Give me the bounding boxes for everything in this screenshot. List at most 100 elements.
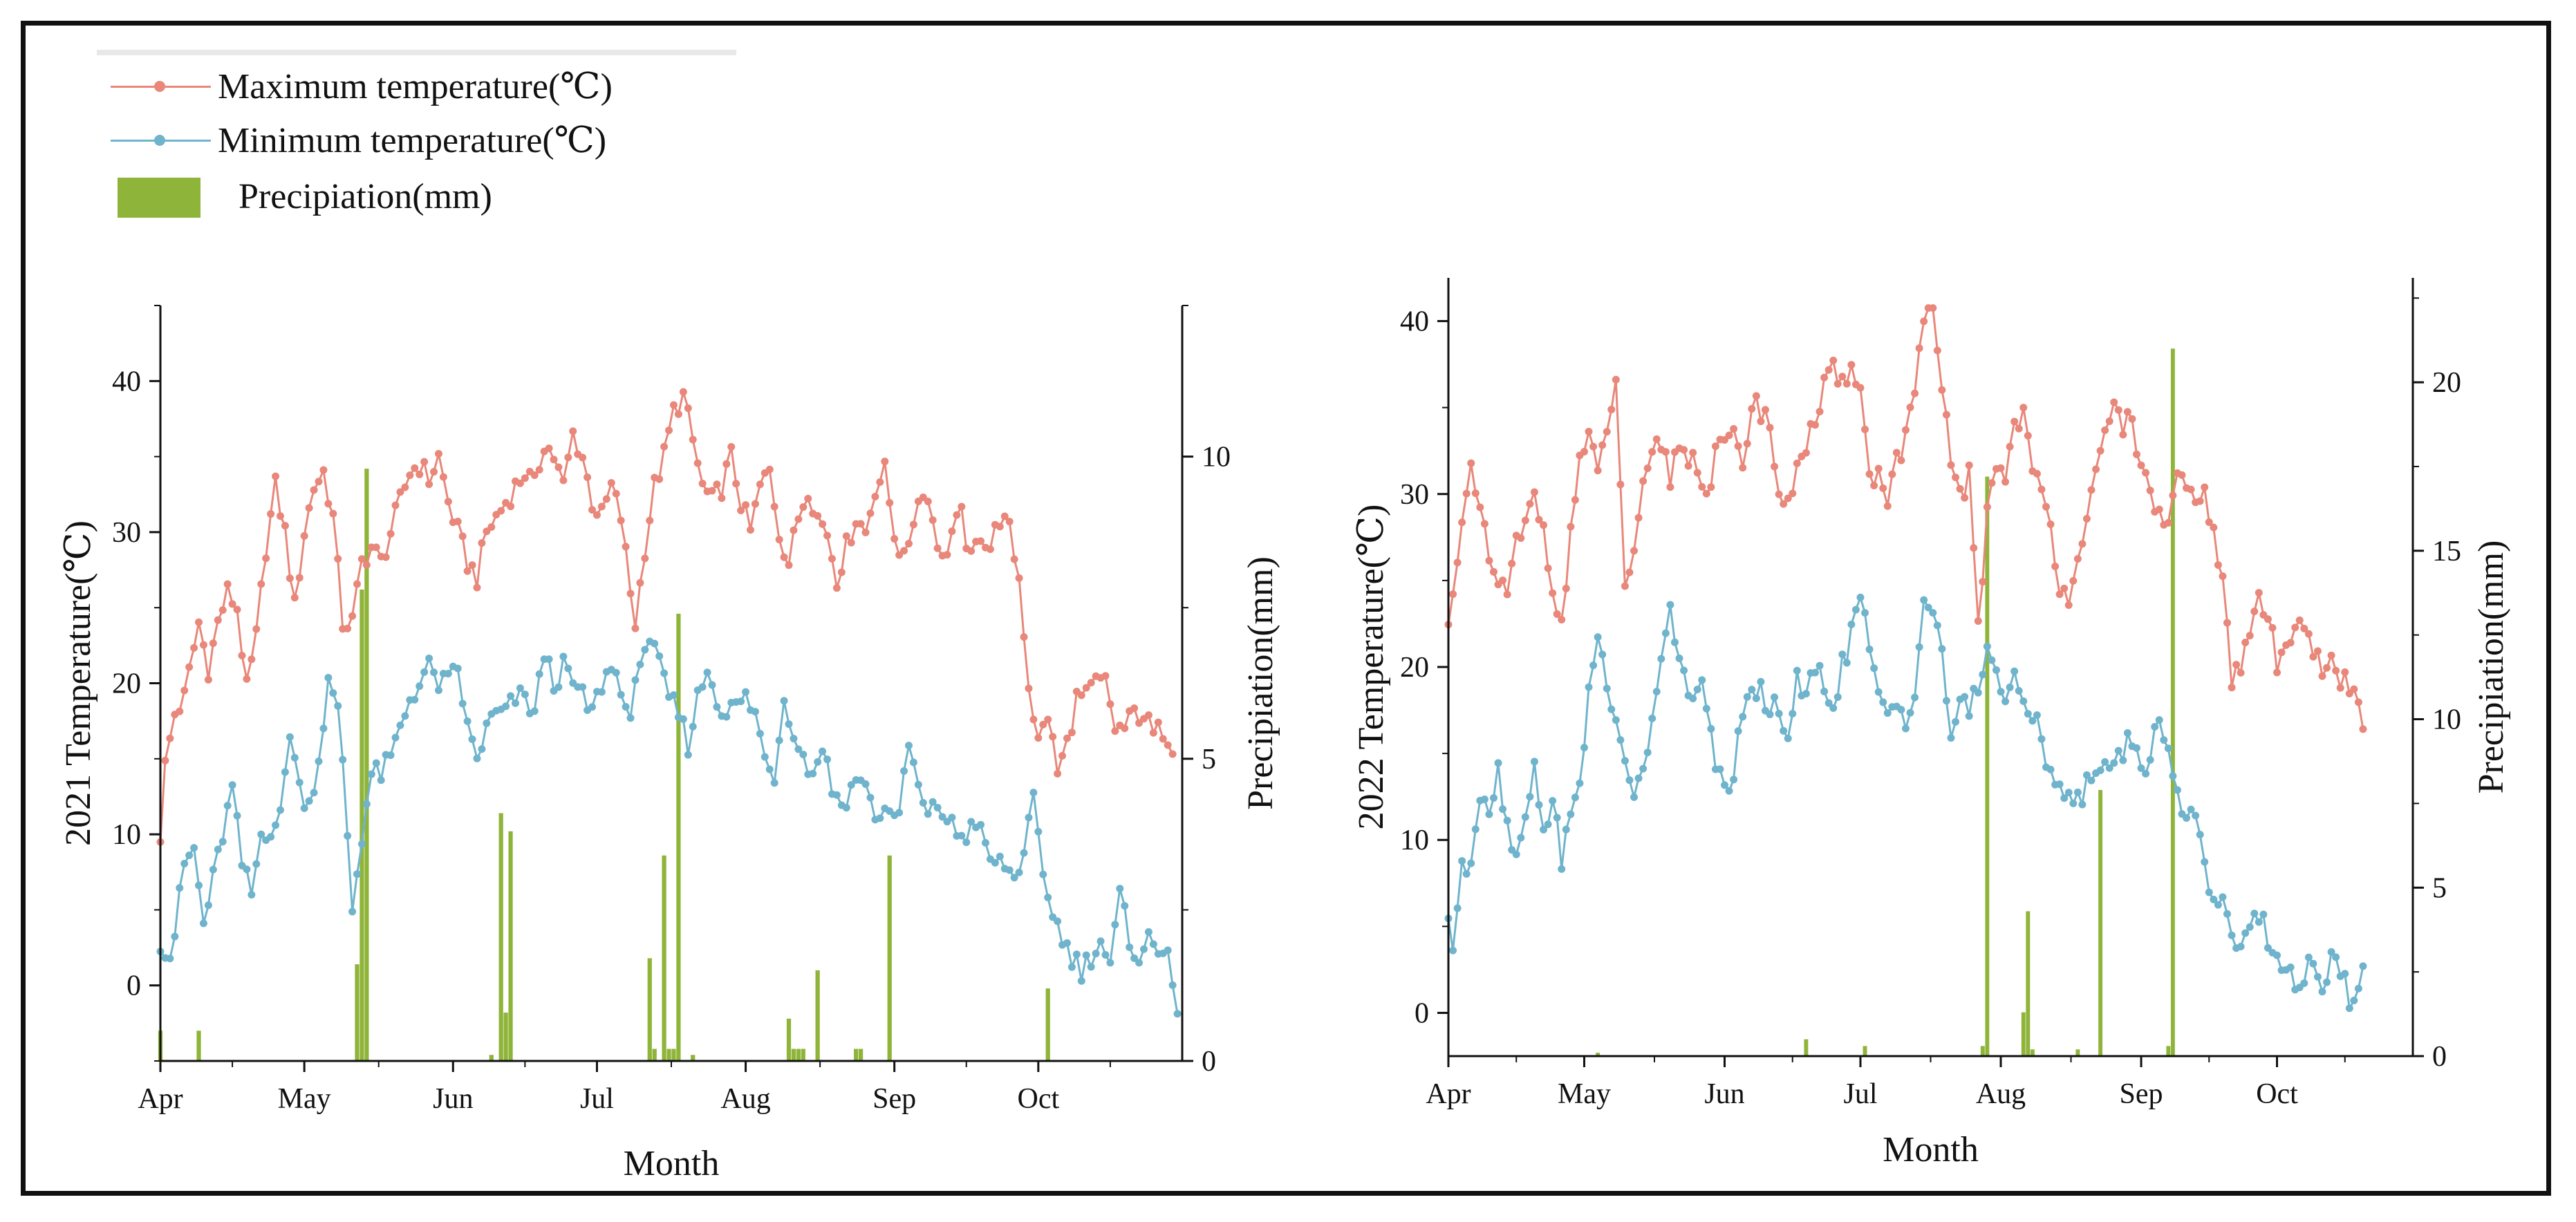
max-temp-point-8 [195,618,203,626]
max-temp-point-171 [977,537,985,545]
min-temp-point-27 [286,733,294,741]
min-temp-point-13 [218,838,227,846]
min-temp-point-128 [2024,710,2032,718]
min-temp-point-159 [2164,744,2172,753]
max-temp-point-45 [1648,448,1656,456]
max-temp-point-20 [1535,516,1543,524]
max-temp-point-175 [996,523,1004,531]
min-temp-point-195 [2327,948,2335,956]
max-temp-point-194 [2323,664,2331,672]
max-temp-point-182 [2268,623,2277,632]
min-temp-point-168 [2205,888,2213,896]
max-temp-point-183 [1034,734,1043,742]
precip-bar-4 [364,469,369,1061]
max-temp-point-184 [2277,648,2286,657]
min-temp-point-112 [1952,717,1960,726]
min-temp-point-95 [612,668,620,677]
max-temp-point-181 [1025,684,1033,693]
max-temp-point-178 [1010,555,1018,563]
max-temp-point-186 [1049,733,1057,741]
min-temp-point-51 [401,712,409,720]
max-temp-point-92 [597,502,606,511]
min-temp-point-32 [310,789,318,797]
min-temp-point-66 [1743,693,1751,701]
max-temp-point-156 [904,540,913,548]
max-temp-point-94 [607,479,615,487]
min-temp-point-131 [785,720,793,728]
max-temp-point-104 [1915,344,1923,352]
max-temp-point-59 [439,473,447,481]
max-temp-point-18 [243,675,251,683]
min-temp-point-116 [713,703,721,711]
max-temp-point-123 [2001,478,2010,486]
min-temp-point-111 [1947,734,1955,742]
min-temp-point-212 [1173,1010,1182,1018]
min-temp-point-1 [1449,946,1457,955]
max-temp-point-75 [516,479,524,487]
min-temp-point-160 [924,810,932,818]
min-temp-point-104 [1915,643,1923,651]
max-temp-point-143 [2092,465,2100,473]
max-temp-point-116 [1970,544,1978,552]
min-temp-point-74 [511,699,519,707]
max-temp-point-49 [1666,483,1674,491]
min-temp-point-89 [1847,620,1856,628]
min-temp-point-127 [2019,697,2028,706]
max-temp-point-115 [708,487,716,495]
max-temp-point-139 [823,532,832,540]
min-temp-point-163 [2183,814,2191,822]
precip-bar-5 [489,1055,494,1061]
min-temp-point-90 [588,703,597,711]
max-temp-point-3 [1458,518,1466,527]
x-tick-label-apr: Apr [138,1083,183,1115]
y-right-tick-label-2: 10 [2432,704,2461,736]
min-temp-point-14 [223,802,232,810]
max-temp-point-98 [1888,470,1896,478]
min-temp-point-73 [507,692,515,700]
max-temp-point-182 [1029,715,1038,724]
min-temp-point-62 [454,664,462,673]
min-temp-point-97 [622,703,630,711]
precip-bar-9 [647,958,652,1061]
y-left-tick-label-2: 20 [1400,652,1429,684]
x-tick-label-apr: Apr [1426,1078,1471,1110]
max-temp-point-183 [2273,668,2281,677]
precip-bar-23 [887,855,892,1061]
max-temp-point-67 [478,539,486,547]
min-temp-point-84 [559,652,568,661]
min-temp-point-158 [2160,736,2168,744]
min-temp-point-18 [1526,793,1534,801]
min-temp-point-3 [1458,857,1466,865]
min-temp-point-150 [2123,728,2131,737]
min-temp-point-139 [2073,788,2082,796]
min-temp-point-8 [195,881,203,890]
precip-bar-4 [1985,476,1990,1056]
max-temp-point-106 [665,426,673,435]
max-temp-point-9 [199,641,207,649]
min-temp-point-60 [1716,765,1724,773]
min-temp-point-137 [814,758,822,766]
min-temp-point-94 [1870,664,1878,673]
precip-bar-17 [791,1049,796,1061]
precip-bar-11 [2170,348,2175,1056]
min-temp-point-172 [2223,910,2231,918]
max-temp-point-103 [1911,389,1919,397]
min-temp-point-100 [636,660,644,668]
max-temp-point-19 [248,655,256,664]
max-temp-point-82 [550,455,558,464]
precip-bar-11 [662,855,666,1061]
min-temp-point-85 [564,664,572,673]
min-temp-point-210 [1164,946,1172,955]
max-temp-point-62 [454,518,462,526]
precip-bar-2 [355,964,360,1061]
legend-item-precip: Precipiation(mm) [111,176,492,218]
min-temp-point-181 [1025,814,1033,822]
max-temp-point-93 [602,495,610,503]
max-temp-point-151 [2128,415,2136,423]
min-temp-point-25 [276,806,284,814]
min-temp-point-52 [1680,666,1688,675]
min-temp-point-195 [1092,950,1100,958]
min-temp-point-15 [1512,850,1520,858]
x-tick-label-oct: Oct [2256,1078,2298,1110]
min-temp-point-180 [1020,849,1028,857]
